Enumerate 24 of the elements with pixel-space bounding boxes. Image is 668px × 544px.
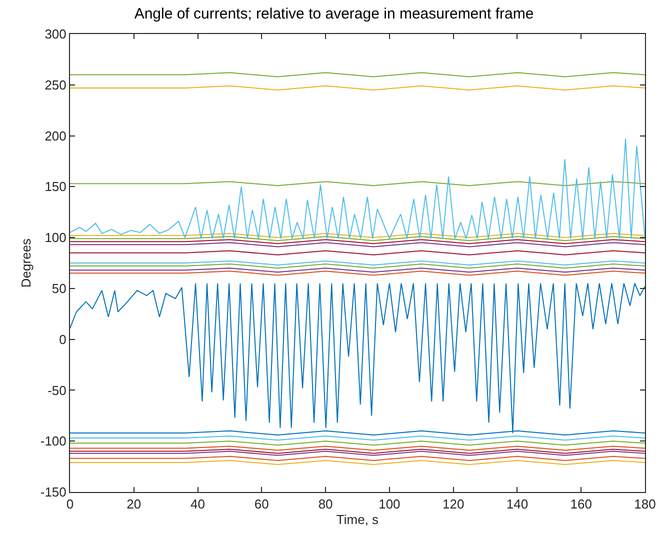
x-tick-label: 140	[506, 496, 528, 512]
y-tick-label: 0	[59, 332, 66, 347]
y-tick-label: 50	[52, 280, 66, 296]
y-tick-label: -50	[48, 382, 66, 398]
y-tick-label: -150	[40, 484, 66, 500]
y-tick-label: 300	[44, 26, 66, 42]
y-tick-label: -100	[40, 434, 66, 449]
x-tick-label: 60	[254, 496, 269, 512]
line-series	[70, 282, 645, 434]
x-tick-label: 120	[442, 496, 464, 512]
x-tick-label: 100	[378, 496, 400, 512]
chart-title: Angle of currents; relative to average in measurement frame	[134, 6, 534, 23]
x-tick-label: 160	[570, 496, 592, 512]
x-tick-label: 180	[634, 496, 656, 512]
y-tick-label: 200	[44, 128, 66, 144]
y-axis-title: Degrees	[18, 238, 34, 288]
x-tick-label: 20	[126, 496, 142, 512]
y-tick-label: 250	[44, 77, 66, 92]
line-series	[70, 138, 645, 240]
x-axis-title: Time, s	[336, 512, 380, 528]
y-tick-label: 150	[44, 179, 66, 194]
y-tick-label: 100	[44, 230, 66, 246]
x-tick-label: 80	[318, 496, 333, 512]
x-tick-label: 40	[190, 496, 206, 512]
